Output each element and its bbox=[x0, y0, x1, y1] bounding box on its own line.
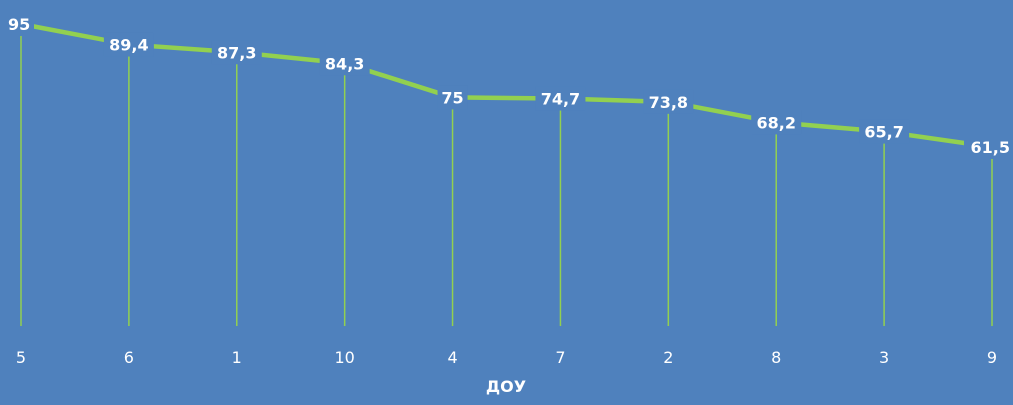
x-axis-title: ДОУ bbox=[486, 377, 526, 396]
x-tick-label: 1 bbox=[232, 348, 242, 367]
data-label: 61,5 bbox=[964, 135, 1013, 159]
x-tick-label: 4 bbox=[447, 348, 457, 367]
data-label: 84,3 bbox=[319, 51, 370, 76]
data-label-text: 61,5 bbox=[971, 138, 1010, 157]
data-label-background bbox=[535, 86, 586, 111]
data-label: 87,3 bbox=[211, 40, 262, 65]
data-label-text: 65,7 bbox=[864, 123, 903, 142]
data-label-background bbox=[211, 40, 262, 65]
data-label-text: 95 bbox=[8, 15, 30, 34]
data-labels: 95 89,4 87,3 84,3 75 74,7 73,8 68,2 65,7 61,5 bbox=[4, 12, 1013, 159]
data-label-background bbox=[859, 119, 910, 144]
x-tick-label: 9 bbox=[987, 348, 997, 367]
data-label-text: 84,3 bbox=[325, 54, 364, 73]
data-label-background bbox=[103, 32, 154, 57]
data-label-background bbox=[964, 135, 1013, 159]
data-label-text: 68,2 bbox=[756, 113, 795, 132]
data-label: 75 bbox=[437, 85, 468, 110]
data-label: 65,7 bbox=[859, 119, 910, 144]
x-tick-label: 8 bbox=[771, 348, 781, 367]
data-label-text: 87,3 bbox=[217, 43, 256, 62]
data-label: 68,2 bbox=[751, 110, 802, 135]
drop-lines bbox=[20, 24, 993, 326]
data-label-text: 74,7 bbox=[541, 90, 580, 109]
x-tick-label: 10 bbox=[334, 348, 354, 367]
data-label: 73,8 bbox=[643, 89, 694, 114]
data-label-background bbox=[437, 85, 468, 110]
x-tick-label: 7 bbox=[555, 348, 565, 367]
data-label: 89,4 bbox=[103, 32, 154, 57]
data-label: 95 bbox=[4, 12, 34, 36]
data-label-text: 89,4 bbox=[109, 36, 148, 55]
data-label-background bbox=[319, 51, 370, 76]
data-label-text: 75 bbox=[441, 88, 463, 107]
x-axis-tick-labels: 5 6 1 10 4 7 2 8 3 9 bbox=[16, 348, 997, 367]
x-tick-label: 3 bbox=[879, 348, 889, 367]
data-label-background bbox=[751, 110, 802, 135]
data-label-background bbox=[4, 12, 34, 36]
x-tick-label: 6 bbox=[124, 348, 134, 367]
x-tick-label: 2 bbox=[663, 348, 673, 367]
data-label-text: 73,8 bbox=[649, 93, 688, 112]
series-line bbox=[18, 21, 995, 150]
data-label: 74,7 bbox=[535, 86, 586, 111]
x-tick-label: 5 bbox=[16, 348, 26, 367]
data-label-background bbox=[643, 89, 694, 114]
